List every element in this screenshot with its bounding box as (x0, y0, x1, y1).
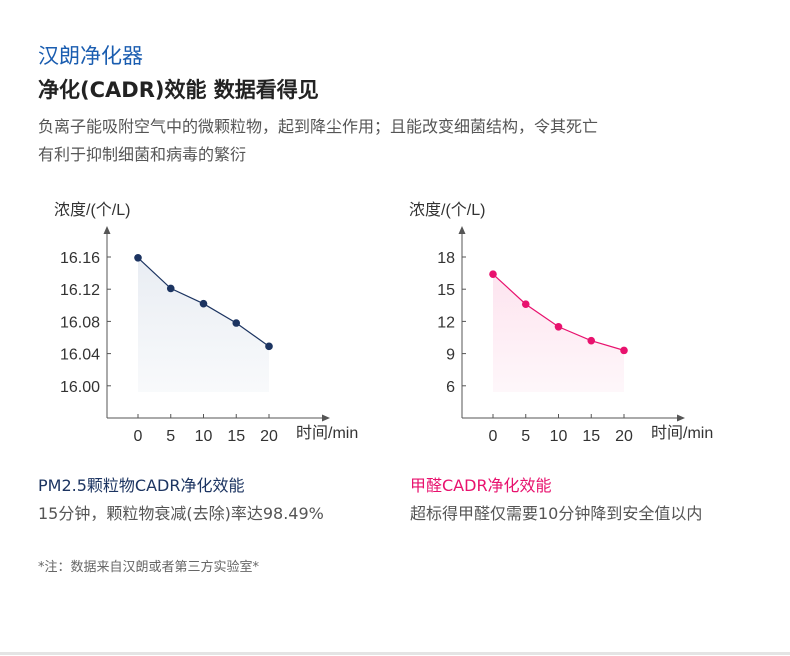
description-line-1: 负离子能吸附空气中的微颗粒物，起到降尘作用；且能改变细菌结构，令其死亡 (38, 117, 599, 136)
pm25-y-tick-label: 16.04 (60, 347, 100, 364)
pm25-x-axis-arrow (322, 414, 330, 422)
pm25-x-tick-label: 5 (166, 428, 175, 445)
brand-title: 汉朗净化器 (38, 44, 143, 68)
formaldehyde-y-tick-label: 6 (446, 379, 455, 396)
formaldehyde-data-point (489, 270, 497, 278)
pm25-data-point (134, 254, 142, 262)
pm25-data-point (232, 319, 241, 327)
formaldehyde-x-tick-label: 15 (582, 428, 600, 445)
pm25-y-tick-label: 16.16 (60, 250, 100, 267)
pm25-data-point (199, 299, 208, 308)
formaldehyde-data-point (587, 336, 596, 345)
headline: 净化(CADR)效能 数据看得见 (38, 78, 319, 102)
formaldehyde-x-tick-label: 20 (615, 428, 633, 445)
pm25-x-axis-label: 时间/min (296, 424, 358, 442)
pm25-x-tick-label: 10 (195, 428, 213, 445)
pm25-data-point (166, 284, 175, 293)
pm25-x-tick-label: 15 (227, 428, 245, 445)
pm25-y-tick-label: 16.00 (60, 379, 100, 396)
formaldehyde-x-tick-label: 0 (489, 428, 498, 445)
pm25-y-tick-label: 16.12 (60, 282, 100, 299)
charts-canvas: 浓度/(个/L) 时间/min 16.16 16.12 16.08 16.04 16.00 0… (54, 201, 713, 445)
formaldehyde-x-axis-arrow (677, 414, 685, 422)
formaldehyde-y-axis-label: 浓度/(个/L) (409, 201, 485, 219)
formaldehyde-area-fill (493, 274, 624, 392)
formaldehyde-y-axis-arrow (458, 226, 466, 234)
bottom-divider (0, 652, 790, 655)
formaldehyde-y-tick-label: 12 (437, 314, 455, 331)
formaldehyde-data-point (620, 346, 628, 355)
pm25-y-tick-label: 16.08 (60, 314, 100, 331)
pm25-area-fill (138, 257, 269, 392)
formaldehyde-x-axis-label: 时间/min (651, 424, 713, 442)
footnote: *注：数据来自汉朗或者第三方实验室* (38, 560, 260, 575)
formaldehyde-x-tick-label: 10 (550, 428, 568, 445)
pm25-data-point (265, 342, 273, 351)
formaldehyde-y-tick-label: 15 (437, 282, 455, 299)
description-line-2: 有利于抑制细菌和病毒的繁衍 (38, 145, 247, 164)
formaldehyde-data-point (521, 300, 530, 309)
formaldehyde-caption-title: 甲醛CADR净化效能 (410, 476, 552, 495)
pm25-x-tick-label: 0 (134, 428, 143, 445)
pm25-y-axis-arrow (103, 226, 111, 234)
pm25-x-tick-label: 20 (260, 428, 278, 445)
formaldehyde-y-tick-label: 18 (437, 250, 455, 267)
pm25-y-axis-label: 浓度/(个/L) (54, 201, 130, 219)
pm25-caption-text: 15分钟，颗粒物衰减(去除)率达98.49% (38, 504, 324, 523)
formaldehyde-y-tick-label: 9 (446, 347, 455, 364)
formaldehyde-x-tick-label: 5 (521, 428, 530, 445)
formaldehyde-data-point (554, 322, 563, 331)
formaldehyde-caption-text: 超标得甲醛仅需要10分钟降到安全值以内 (410, 504, 703, 523)
pm25-caption-title: PM2.5颗粒物CADR净化效能 (38, 476, 245, 495)
